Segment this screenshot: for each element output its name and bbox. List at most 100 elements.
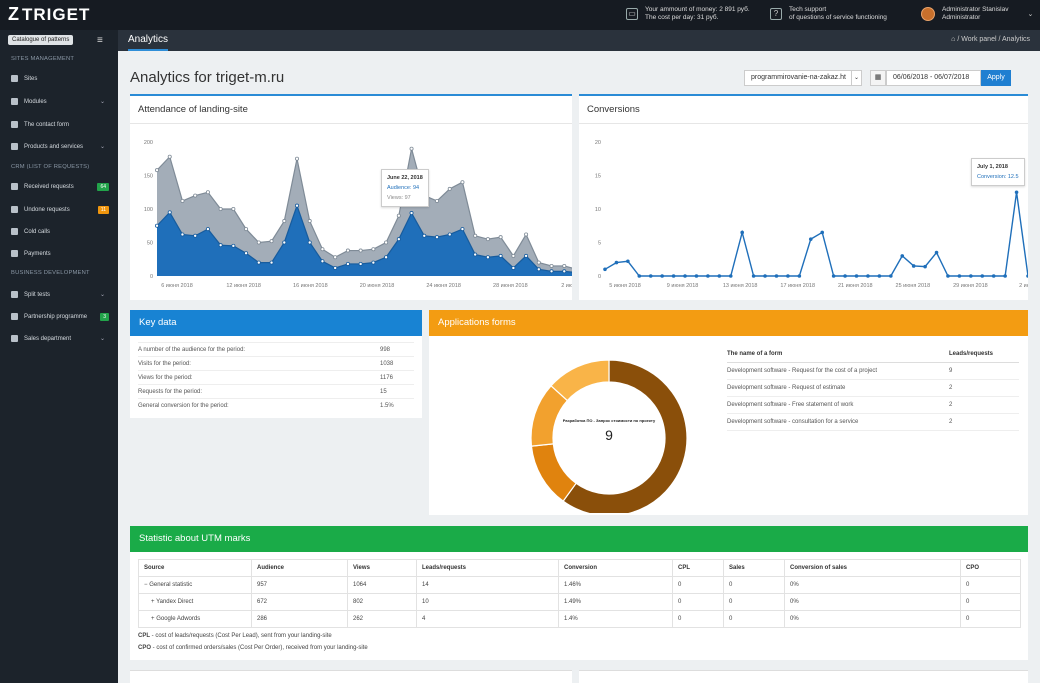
data-point bbox=[231, 243, 236, 248]
key-data-row: Views for the period: 1176 bbox=[138, 370, 414, 384]
y-tick-label: 200 bbox=[144, 140, 153, 146]
user-menu[interactable]: Administrator Stanislav Administrator ⌄ bbox=[921, 6, 1033, 22]
data-point bbox=[154, 168, 159, 173]
conversions-tooltip: July 1, 2018 Conversion: 12.5 bbox=[971, 158, 1025, 186]
project-select[interactable]: programmirovanie-na-zakaz.ht ⌄ bbox=[744, 70, 862, 86]
column-header: Sales bbox=[723, 559, 785, 577]
data-point bbox=[282, 240, 287, 245]
cpl-note: CPL - cost of leads/requests (Cost Per L… bbox=[138, 633, 332, 639]
list-icon bbox=[11, 75, 18, 82]
expand-icon[interactable]: + bbox=[151, 599, 155, 605]
brand-logo[interactable]: Z TRIGET bbox=[8, 4, 90, 25]
area-audience bbox=[157, 205, 572, 276]
sidebar-item-sales-department[interactable]: Sales department ⌄ bbox=[11, 335, 111, 342]
tab-analytics[interactable]: Analytics bbox=[128, 30, 169, 51]
form-leads: 2 bbox=[949, 402, 953, 408]
table-cell: 1.4% bbox=[558, 610, 673, 628]
sidebar-item-cold-calls[interactable]: Cold calls bbox=[11, 228, 111, 235]
calendar-icon[interactable]: ▦ bbox=[870, 70, 886, 86]
table-row[interactable]: Development software - Request for the c… bbox=[727, 363, 1019, 380]
table-row[interactable]: + Yandex Direct 672 802 10 1.49% 0 0 0% … bbox=[138, 593, 1021, 611]
attendance-card: Attendance of landing-site 0 50 100 150 200 6… bbox=[130, 94, 572, 300]
tooltip-date: June 22, 2018 bbox=[387, 175, 423, 181]
page-title: Analytics for triget-m.ru bbox=[130, 69, 285, 86]
utm-card: Statistic about UTM marks Source Audienc… bbox=[130, 526, 1028, 660]
data-point bbox=[320, 247, 325, 252]
sidebar-item-label: Sites bbox=[24, 75, 38, 82]
table-row[interactable]: − General statistic 957 1064 14 1.46% 0 … bbox=[138, 576, 1021, 594]
table-cell: 0 bbox=[672, 593, 724, 611]
chevron-down-icon[interactable]: ⌄ bbox=[1027, 11, 1034, 18]
briefcase-icon bbox=[11, 335, 18, 342]
form-leads: 2 bbox=[949, 419, 953, 425]
date-range-input[interactable]: 06/06/2018 - 06/07/2018 bbox=[886, 70, 981, 86]
data-point bbox=[167, 210, 172, 215]
data-point bbox=[511, 265, 516, 270]
table-row[interactable]: Development software - consultation for … bbox=[727, 414, 1019, 431]
table-cell: 957 bbox=[251, 576, 348, 594]
data-point bbox=[409, 146, 414, 151]
apply-button[interactable]: Apply bbox=[981, 70, 1011, 86]
y-tick-label: 5 bbox=[598, 241, 601, 247]
data-point bbox=[911, 264, 916, 268]
sidebar-item-payments[interactable]: Payments bbox=[11, 250, 111, 257]
sidebar-item-partnership[interactable]: Partnership programme 3 bbox=[11, 312, 111, 321]
sidebar-item-sites[interactable]: Sites bbox=[11, 75, 111, 82]
sidebar-item-products[interactable]: Products and services ⌄ bbox=[11, 143, 111, 150]
x-tick-label: 2 июля 2018 bbox=[561, 283, 572, 289]
data-point bbox=[396, 237, 401, 242]
table-cell: 286 bbox=[251, 610, 348, 628]
column-header: Audience bbox=[251, 559, 348, 577]
data-point bbox=[294, 203, 299, 208]
key-data-label: Requests for the period: bbox=[138, 389, 203, 395]
conversions-chart[interactable]: 0 5 10 15 20 5 июня 2018 9 июня 2018 13 июня 20… bbox=[579, 124, 1028, 300]
source-name: Yandex Direct bbox=[156, 599, 194, 605]
key-data-value: 1.5% bbox=[380, 403, 394, 409]
table-row[interactable]: Development software - Free statement of… bbox=[727, 397, 1019, 414]
y-tick-label: 150 bbox=[144, 174, 153, 180]
data-point bbox=[154, 223, 159, 228]
sidebar-item-undone-requests[interactable]: Undone requests 11 bbox=[11, 205, 111, 214]
data-point bbox=[808, 237, 813, 241]
table-row[interactable]: + Google Adwords 286 262 4 1.4% 0 0 0% 0 bbox=[138, 610, 1021, 628]
data-point bbox=[371, 247, 376, 252]
data-point bbox=[524, 253, 529, 258]
sidebar-section-business: BUSINESS DEVELOPMENT bbox=[11, 270, 90, 276]
sidebar-item-label: Payments bbox=[24, 250, 51, 257]
data-point bbox=[991, 274, 996, 278]
applications-donut-chart[interactable] bbox=[509, 338, 709, 513]
data-point bbox=[218, 243, 223, 248]
tech-support[interactable]: ? Tech support of questions of service f… bbox=[770, 6, 887, 22]
column-header: CPO bbox=[960, 559, 1021, 577]
donut-label: Разработка ПО - Запрос стоимости по прое… bbox=[562, 418, 656, 423]
data-point bbox=[511, 253, 516, 258]
y-tick-label: 50 bbox=[147, 241, 153, 247]
sidebar-item-contact-form[interactable]: The contact form bbox=[11, 121, 111, 128]
y-tick-label: 15 bbox=[595, 174, 601, 180]
card-icon bbox=[11, 250, 18, 257]
menu-icon[interactable]: ≡ bbox=[97, 35, 103, 46]
column-header: Conversion bbox=[558, 559, 673, 577]
data-point bbox=[648, 274, 653, 278]
sidebar-item-modules[interactable]: Modules ⌄ bbox=[11, 98, 111, 105]
data-point bbox=[498, 253, 503, 258]
balance-info[interactable]: ▭ Your ammount of money: 2 891 руб. The … bbox=[626, 6, 750, 22]
x-tick-label: 17 июня 2018 bbox=[780, 283, 815, 289]
catalogue-button[interactable]: Catalogue of patterns bbox=[8, 35, 74, 45]
attendance-chart[interactable]: 0 50 100 150 200 6 июня 2018 12 июня 2018 16 ию… bbox=[130, 124, 572, 300]
cpo-text: - cost of confirmed orders/sales (Cost P… bbox=[151, 645, 368, 651]
expand-icon[interactable]: + bbox=[151, 616, 155, 622]
data-point bbox=[562, 263, 567, 268]
data-point bbox=[269, 239, 274, 244]
series-line-views bbox=[156, 148, 572, 269]
star-icon bbox=[11, 291, 18, 298]
data-point bbox=[923, 264, 927, 269]
sidebar-item-received-requests[interactable]: Received requests 64 bbox=[11, 182, 111, 191]
sidebar-item-split-tests[interactable]: Split tests ⌄ bbox=[11, 291, 111, 298]
data-point bbox=[866, 274, 870, 278]
home-icon[interactable]: ⌂ bbox=[951, 36, 956, 43]
data-point bbox=[843, 274, 847, 278]
collapse-icon[interactable]: − bbox=[144, 582, 148, 588]
table-row[interactable]: Development software - Request of estima… bbox=[727, 380, 1019, 397]
breadcrumb-work-panel[interactable]: Work panel bbox=[961, 36, 997, 43]
